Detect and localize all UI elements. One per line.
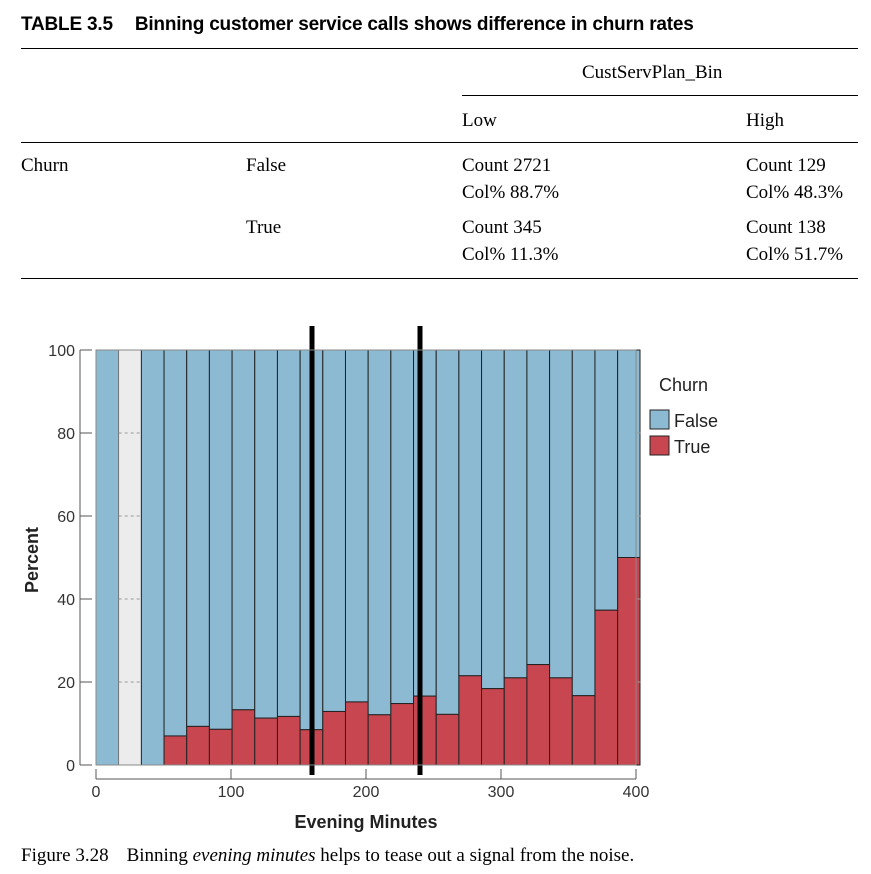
figure-caption: Figure 3.28 Binning evening minutes helps…	[21, 845, 634, 867]
y-tick-label-100: 100	[48, 343, 75, 360]
bar-true-3	[163, 735, 188, 766]
bar-true-14	[413, 695, 437, 766]
cell-true-low-count: Count 345	[462, 217, 542, 238]
bar-false-22	[594, 349, 619, 611]
figure-caption-text-1: Binning	[126, 845, 193, 866]
bar-false-8	[276, 349, 301, 717]
bar-true-6	[231, 709, 256, 766]
figure-number: Figure 3.28	[21, 845, 109, 866]
bar-true-19	[526, 664, 551, 766]
legend-label-true: True	[674, 437, 710, 457]
plot-frame	[95, 349, 637, 766]
y-tick-label-80: 80	[57, 426, 75, 443]
bar-true-10	[322, 710, 346, 766]
bar-true-5	[208, 728, 233, 766]
y-tick-label-20: 20	[57, 675, 75, 692]
bar-true-15	[435, 713, 460, 766]
figure-caption-emphasis: evening minutes	[192, 845, 316, 866]
bar-true-7	[254, 717, 278, 766]
bar-false-0	[95, 349, 120, 766]
legend-swatch-false	[649, 409, 670, 430]
table-caption: TABLE 3.5 Binning customer service calls …	[21, 14, 694, 36]
table-top-rule	[21, 48, 858, 49]
x-axis-title: Evening Minutes	[294, 812, 437, 832]
x-tick-label-300: 300	[488, 784, 515, 801]
y-tick-label-60: 60	[57, 509, 75, 526]
legend-label-false: False	[674, 411, 718, 431]
cell-false-high-count: Count 129	[746, 155, 826, 176]
table-number: TABLE 3.5	[21, 14, 113, 35]
evening-minutes-chart: 0 20 40 60 80 100 0 100 200 300 400 Evening Minutes…	[22, 326, 718, 832]
row-label-false: False	[246, 155, 287, 176]
cell-true-high-count: Count 138	[746, 217, 826, 238]
y-axis-title: Percent	[22, 527, 42, 593]
bar-false-10	[322, 349, 346, 712]
bar-false-7	[254, 349, 278, 719]
empty-bin-1	[118, 349, 142, 766]
x-tick-label-100: 100	[218, 784, 245, 801]
bar-false-16	[458, 349, 483, 677]
bar-false-18	[503, 349, 528, 679]
cell-false-low-count: Count 2721	[462, 155, 552, 176]
plot-area	[95, 326, 641, 775]
y-tick-label-40: 40	[57, 592, 75, 609]
bar-false-12	[367, 349, 392, 716]
cell-false-high-colpct: Col% 48.3%	[746, 182, 844, 203]
bar-true-18	[503, 677, 528, 766]
spanning-header: CustServPlan_Bin	[582, 62, 723, 83]
column-header-high: High	[746, 110, 784, 131]
bar-true-8	[276, 715, 301, 766]
bar-true-20	[549, 677, 573, 766]
bar-false-5	[208, 349, 233, 730]
bar-false-14	[413, 349, 437, 697]
row-label-true: True	[246, 217, 282, 238]
bar-false-19	[526, 349, 551, 666]
cell-true-low-colpct: Col% 11.3%	[462, 244, 559, 265]
figure-caption-text-2: helps to tease out a signal from the noi…	[315, 845, 635, 866]
bar-true-4	[186, 725, 210, 766]
axes: 0 20 40 60 80 100 0 100 200 300 400 Evening Minutes…	[22, 343, 649, 832]
bar-false-6	[231, 349, 256, 711]
bar-false-21	[571, 349, 596, 697]
column-header-low: Low	[462, 110, 497, 131]
cell-false-low-colpct: Col% 88.7%	[462, 182, 560, 203]
bar-true-12	[367, 714, 392, 766]
legend-swatch-true	[649, 435, 670, 456]
bar-true-22	[594, 609, 619, 766]
bar-true-17	[481, 688, 505, 766]
bar-false-13	[390, 349, 415, 705]
bar-true-16	[458, 675, 483, 766]
bar-true-13	[390, 703, 415, 766]
row-variable-label: Churn	[21, 155, 69, 176]
spanning-header-rule	[462, 95, 858, 96]
bar-false-11	[344, 349, 369, 703]
bar-true-21	[571, 695, 596, 766]
column-header-rule	[21, 142, 858, 143]
cell-true-high-colpct: Col% 51.7%	[746, 244, 844, 265]
y-tick-label-0: 0	[66, 758, 75, 775]
legend: Churn False True	[649, 375, 718, 457]
bar-true-11	[344, 701, 369, 766]
bar-false-4	[186, 349, 210, 727]
table-title: Binning customer service calls shows dif…	[134, 14, 694, 35]
bar-false-2	[140, 349, 165, 766]
bar-false-15	[435, 349, 460, 715]
table-bottom-rule	[21, 278, 858, 279]
bar-false-17	[481, 349, 505, 690]
bar-false-23	[617, 349, 641, 558]
bar-false-20	[549, 349, 573, 679]
x-tick-label-0: 0	[92, 784, 101, 801]
x-tick-label-200: 200	[353, 784, 380, 801]
x-tick-label-400: 400	[623, 784, 650, 801]
legend-title: Churn	[659, 375, 708, 395]
bar-true-23	[617, 557, 641, 766]
bar-false-3	[163, 349, 188, 737]
